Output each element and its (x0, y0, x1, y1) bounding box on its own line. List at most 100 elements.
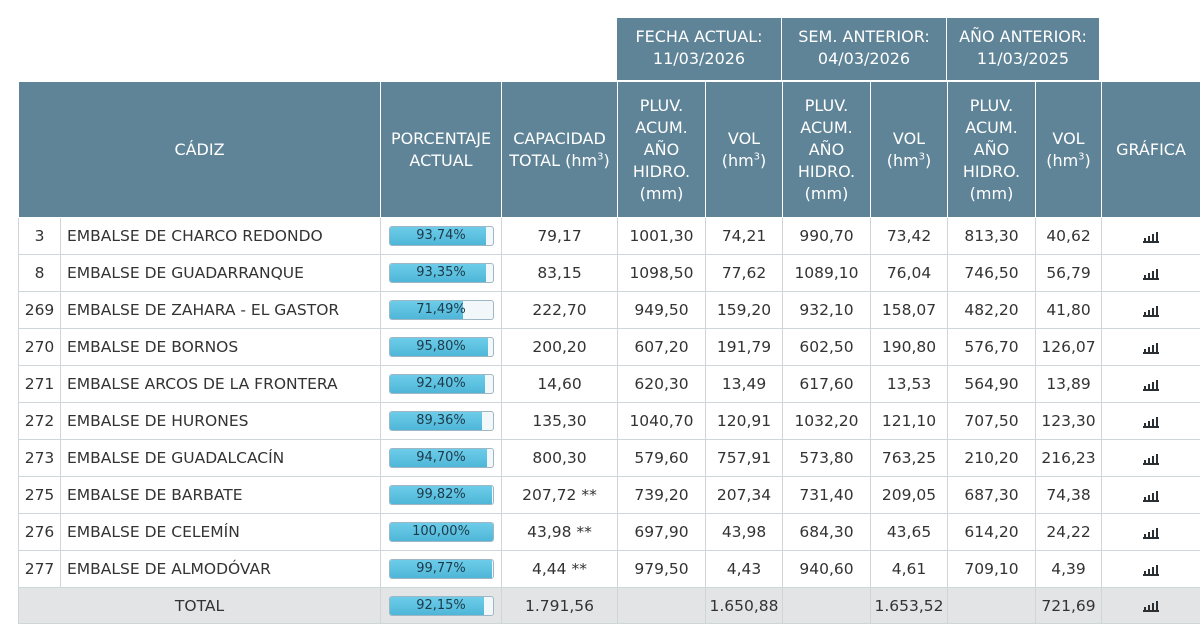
table-row: 273 EMBALSE DE GUADALCACÍN 94,70% 800,30… (18, 439, 1200, 477)
reservoir-name[interactable]: EMBALSE DE BARBATE (60, 476, 381, 514)
total-pluv-previous-year (947, 587, 1036, 624)
percent-bar-fill (389, 375, 485, 393)
vol-header-previous-year: VOL (hm3) (1035, 81, 1102, 218)
bar-chart-icon[interactable] (1143, 564, 1159, 576)
reservoir-name[interactable]: EMBALSE DE ZAHARA - EL GASTOR (60, 291, 381, 329)
reservoir-name[interactable]: EMBALSE DE HURONES (60, 402, 381, 440)
chart-cell[interactable] (1101, 476, 1200, 514)
bar-chart-icon[interactable] (1143, 453, 1159, 465)
chart-cell[interactable] (1101, 291, 1200, 329)
pluv-previous-week-value: 602,50 (782, 328, 871, 366)
bar-chart-icon[interactable] (1143, 416, 1159, 428)
bar-chart-icon[interactable] (1143, 490, 1159, 502)
vol-current-value: 191,79 (705, 328, 783, 366)
bar-chart-icon[interactable] (1143, 231, 1159, 243)
percent-bar: 95,80% (388, 337, 494, 357)
pluv-l5: (mm) (969, 183, 1014, 203)
chart-cell[interactable] (1101, 328, 1200, 366)
period-label: AÑO ANTERIOR: (959, 27, 1087, 46)
pluv-l4: HIDRO. (797, 161, 856, 181)
reservoir-name[interactable]: EMBALSE DE GUADALCACÍN (60, 439, 381, 477)
reservoir-name[interactable]: EMBALSE DE CELEMÍN (60, 513, 381, 551)
table-row: 269 EMBALSE DE ZAHARA - EL GASTOR 71,49%… (18, 291, 1200, 329)
vol-current-value: 13,49 (705, 365, 783, 403)
pluv-l4: HIDRO. (962, 161, 1021, 181)
pluv-current-value: 579,60 (617, 439, 706, 477)
chart-cell[interactable] (1101, 365, 1200, 403)
vol-header-current: VOL (hm3) (705, 81, 783, 218)
period-label: FECHA ACTUAL: (635, 27, 763, 46)
percent-header: PORCENTAJE ACTUAL (380, 81, 502, 218)
vol-l1: VOL (892, 128, 926, 148)
chart-cell[interactable] (1101, 217, 1200, 255)
percent-header-line2: ACTUAL (409, 150, 473, 170)
reservoir-id: 269 (18, 291, 61, 329)
reservoir-name[interactable]: EMBALSE DE CHARCO REDONDO (60, 217, 381, 255)
percent-value: 71,49% (416, 302, 466, 317)
chart-cell[interactable] (1101, 439, 1200, 477)
bar-chart-icon[interactable] (1143, 600, 1159, 612)
superscript-3: 3 (918, 151, 926, 163)
total-percent-cell: 92,15% (380, 587, 502, 624)
bar-chart-icon[interactable] (1143, 342, 1159, 354)
period-header-current: FECHA ACTUAL: 11/03/2026 (617, 18, 782, 80)
pluv-previous-year-value: 746,50 (947, 254, 1036, 292)
province-header: CÁDIZ (18, 81, 381, 218)
pluv-previous-week-value: 940,60 (782, 550, 871, 588)
pluv-previous-year-value: 707,50 (947, 402, 1036, 440)
bar-chart-icon[interactable] (1143, 527, 1159, 539)
capacity-value: 83,15 (501, 254, 618, 292)
vol-previous-year-value: 41,80 (1035, 291, 1102, 329)
chart-cell[interactable] (1101, 254, 1200, 292)
chart-cell[interactable] (1101, 513, 1200, 551)
percent-bar-fill (389, 596, 485, 615)
percent-bar-fill (389, 301, 464, 319)
reservoir-table: CÁDIZ PORCENTAJE ACTUAL CAPACIDAD TOTAL … (18, 81, 1200, 624)
percent-value: 99,82% (416, 487, 466, 502)
pluv-previous-week-value: 990,70 (782, 217, 871, 255)
reservoir-name[interactable]: EMBALSE DE GUADARRANQUE (60, 254, 381, 292)
total-vol-previous-week: 1.653,52 (870, 587, 948, 624)
percent-value: 95,80% (416, 339, 466, 354)
reservoir-id: 277 (18, 550, 61, 588)
capacity-header: CAPACIDAD TOTAL (hm3) (501, 81, 618, 218)
pluv-current-value: 739,20 (617, 476, 706, 514)
total-pluv-previous-week (782, 587, 871, 624)
pluv-previous-week-value: 1032,20 (782, 402, 871, 440)
percent-cell: 92,40% (380, 365, 502, 403)
percent-value: 100,00% (412, 524, 470, 539)
table-row: 271 EMBALSE ARCOS DE LA FRONTERA 92,40% … (18, 365, 1200, 403)
bar-chart-icon[interactable] (1143, 305, 1159, 317)
reservoir-name[interactable]: EMBALSE DE ALMODÓVAR (60, 550, 381, 588)
percent-value: 99,77% (416, 561, 466, 576)
pluv-previous-week-value: 684,30 (782, 513, 871, 551)
percent-bar: 89,36% (388, 411, 494, 431)
pluv-l1: PLUV. (969, 95, 1014, 115)
percent-cell: 100,00% (380, 513, 502, 551)
chart-cell[interactable] (1101, 402, 1200, 440)
vol-previous-year-value: 126,07 (1035, 328, 1102, 366)
reservoir-name[interactable]: EMBALSE DE BORNOS (60, 328, 381, 366)
pluv-previous-week-value: 617,60 (782, 365, 871, 403)
pluv-header-current: PLUV. ACUM. AÑO HIDRO. (mm) (617, 81, 706, 218)
reservoir-name[interactable]: EMBALSE ARCOS DE LA FRONTERA (60, 365, 381, 403)
vol-previous-year-value: 216,23 (1035, 439, 1102, 477)
close-paren: ) (1084, 150, 1091, 170)
vol-l1: VOL (1052, 128, 1085, 148)
bar-chart-icon[interactable] (1143, 379, 1159, 391)
percent-bar: 93,35% (388, 263, 494, 283)
superscript-3: 3 (597, 151, 604, 163)
total-label: TOTAL (18, 587, 381, 624)
pluv-l3: AÑO (808, 139, 845, 159)
percent-bar: 71,49% (388, 300, 494, 320)
period-date: 11/03/2025 (976, 49, 1070, 68)
chart-cell[interactable] (1101, 587, 1200, 624)
vol-previous-year-value: 24,22 (1035, 513, 1102, 551)
vol-previous-year-value: 4,39 (1035, 550, 1102, 588)
bar-chart-icon[interactable] (1143, 268, 1159, 280)
pluv-previous-year-value: 709,10 (947, 550, 1036, 588)
capacity-value: 43,98 ** (501, 513, 618, 551)
chart-cell[interactable] (1101, 550, 1200, 588)
total-capacity: 1.791,56 (501, 587, 618, 624)
period-header-previous-year: AÑO ANTERIOR: 11/03/2025 (947, 18, 1100, 80)
